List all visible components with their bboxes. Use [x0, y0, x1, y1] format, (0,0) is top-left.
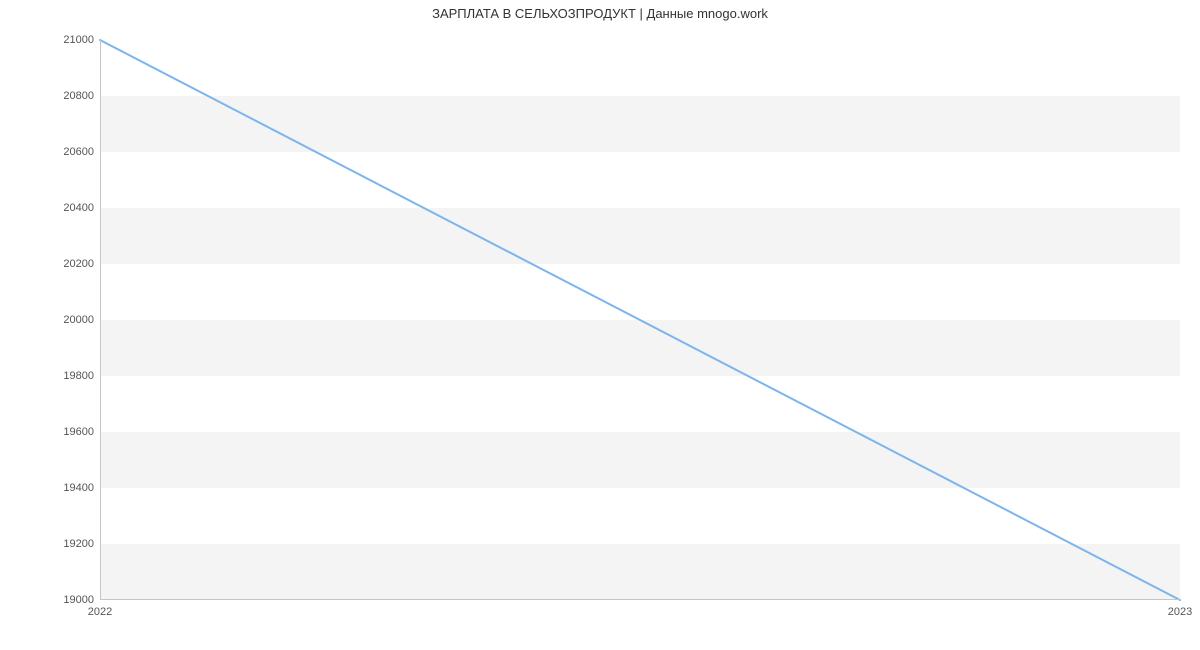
- x-axis-line: [100, 599, 1180, 600]
- line-layer: [100, 40, 1180, 600]
- y-axis-line: [100, 40, 101, 600]
- y-tick-label: 20800: [63, 90, 94, 102]
- y-tick-label: 19000: [63, 594, 94, 606]
- y-tick-label: 21000: [63, 34, 94, 46]
- y-tick-label: 19600: [63, 426, 94, 438]
- chart-title: ЗАРПЛАТА В СЕЛЬХОЗПРОДУКТ | Данные mnogo…: [0, 6, 1200, 21]
- y-tick-label: 19400: [63, 482, 94, 494]
- chart-container: ЗАРПЛАТА В СЕЛЬХОЗПРОДУКТ | Данные mnogo…: [0, 0, 1200, 650]
- y-tick-label: 20400: [63, 202, 94, 214]
- y-tick-label: 19200: [63, 538, 94, 550]
- x-tick-label: 2022: [88, 606, 112, 618]
- x-tick-label: 2023: [1168, 606, 1192, 618]
- y-tick-label: 20200: [63, 258, 94, 270]
- y-tick-label: 20000: [63, 314, 94, 326]
- plot-area: 1900019200194001960019800200002020020400…: [100, 40, 1180, 600]
- y-tick-label: 20600: [63, 146, 94, 158]
- series-salary: [100, 40, 1180, 600]
- y-tick-label: 19800: [63, 370, 94, 382]
